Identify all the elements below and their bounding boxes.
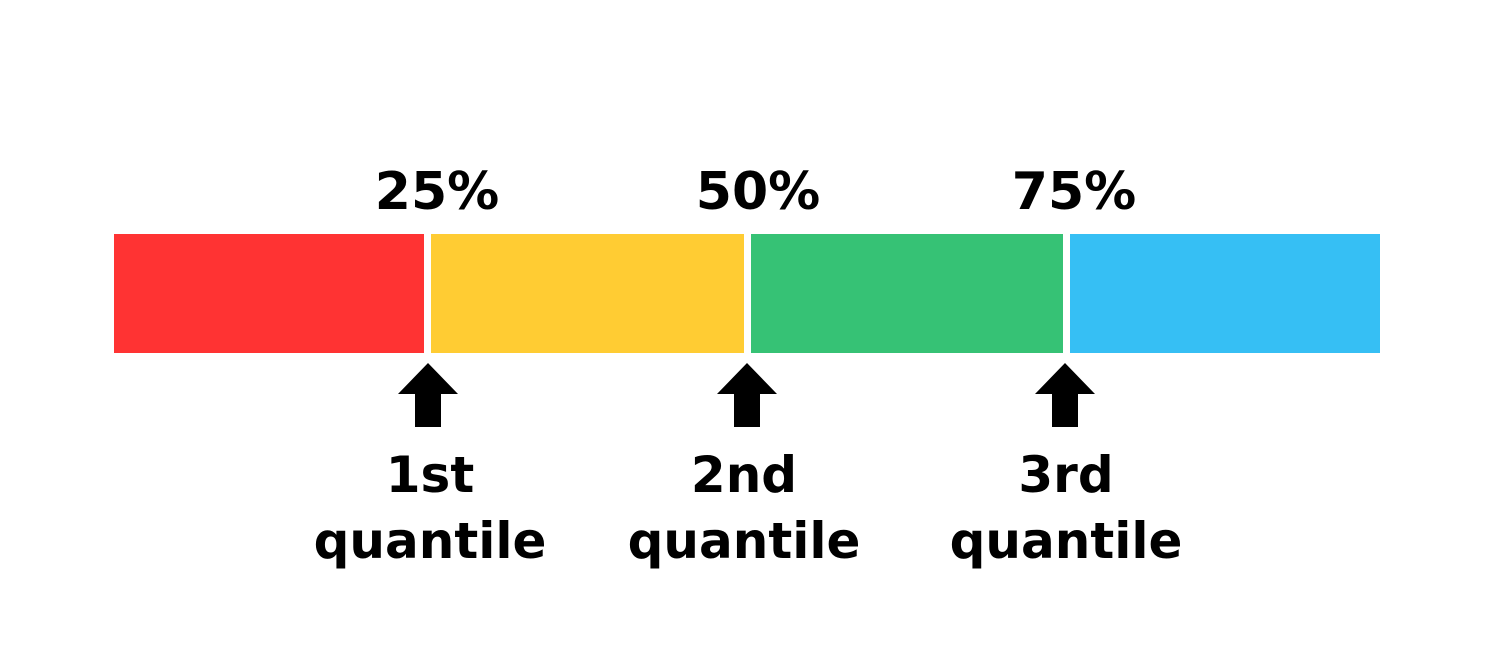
segment-green: [744, 234, 1066, 353]
quantile-ordinal: 3rd: [1018, 446, 1114, 504]
divider: [424, 234, 431, 353]
quantile-word: quantile: [949, 512, 1183, 570]
divider: [1063, 234, 1070, 353]
up-arrow-icon: [717, 363, 777, 427]
quantile-label-2: 2nd quantile: [594, 442, 894, 574]
quantile-ordinal: 1st: [385, 446, 475, 504]
percent-label-75: 75%: [1011, 162, 1137, 222]
segment-red: [114, 234, 424, 353]
segment-yellow: [424, 234, 744, 353]
quantile-bar: [114, 234, 1380, 353]
up-arrow-icon: [398, 363, 458, 427]
percent-label-25: 25%: [374, 162, 500, 222]
percent-label-50: 50%: [695, 162, 821, 222]
segment-blue: [1066, 234, 1380, 353]
up-arrow-icon: [1035, 363, 1095, 427]
quantile-word: quantile: [313, 512, 547, 570]
quantile-label-3: 3rd quantile: [916, 442, 1216, 574]
divider: [744, 234, 751, 353]
quantile-label-1: 1st quantile: [280, 442, 580, 574]
quantile-word: quantile: [627, 512, 861, 570]
quantile-ordinal: 2nd: [690, 446, 798, 504]
